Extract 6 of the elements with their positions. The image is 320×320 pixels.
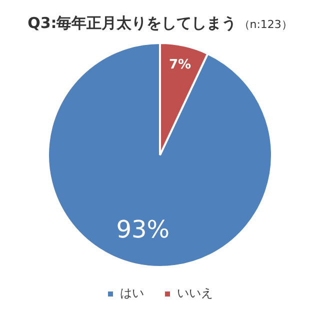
data-label: 7% <box>168 58 192 73</box>
chart-subtitle: （n:123） <box>238 18 292 31</box>
legend-label: はい <box>120 286 144 300</box>
legend-label: いいえ <box>177 286 213 300</box>
data-label: 93% <box>116 216 170 244</box>
chart-title: Q3:毎年正月太りをしてしまう <box>28 14 237 32</box>
